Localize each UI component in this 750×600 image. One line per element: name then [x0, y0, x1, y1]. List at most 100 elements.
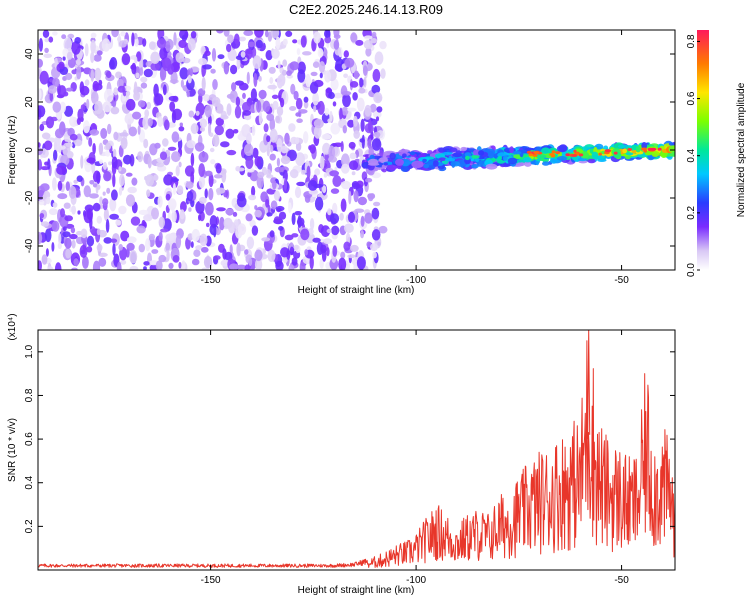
spectrogram-cell [184, 31, 189, 39]
spectrogram-cell [67, 33, 75, 39]
spectrogram-cell [138, 243, 145, 253]
spectrogram-cell [62, 231, 71, 238]
spectrogram-cell [68, 185, 77, 199]
spectrogram-cell [275, 115, 280, 124]
spectrogram-cell [205, 202, 214, 216]
spectrogram-cell [151, 249, 159, 254]
spectrogram-cell [432, 160, 439, 167]
spectrogram-cell [187, 38, 196, 51]
spectrogram-cell [195, 245, 203, 251]
spectrogram-cell [212, 79, 218, 90]
spectrogram-cell [323, 238, 333, 245]
spectrogram-cell [282, 69, 287, 76]
spectrogram-cell [309, 218, 315, 230]
spectrogram-cell [96, 243, 103, 252]
spectrogram-cell [324, 36, 332, 44]
spectrogram-cell [73, 258, 79, 267]
spectrogram-cell [126, 236, 137, 244]
spectrogram-cell [90, 69, 95, 82]
spectrogram-cell [142, 115, 150, 130]
spectrogram-cell [38, 68, 41, 77]
spectrogram-cell [348, 190, 352, 205]
spectrogram-cell [199, 126, 205, 132]
spectrogram-cell [136, 225, 146, 234]
x-tick-label: -100 [406, 275, 426, 286]
spectrogram-cell [143, 68, 153, 78]
colorbar: 0.0 0.2 0.4 0.6 0.8 Normalized spectral ampl… [686, 30, 747, 277]
spectrogram-cell [125, 98, 136, 111]
spectrogram-cell [328, 145, 336, 160]
spectrogram-cell [204, 50, 211, 56]
spectrogram-cell [149, 41, 156, 50]
spectrogram-cell [215, 117, 224, 127]
spectrogram-cell [254, 209, 262, 218]
spectrogram-cell [179, 67, 189, 80]
spectrogram-cell [64, 215, 73, 222]
spectrogram-cell [269, 77, 274, 84]
spectrogram-cell [314, 168, 321, 176]
spectrogram-cell [102, 191, 106, 196]
spectrogram-cell [137, 100, 146, 108]
spectrogram-peak [573, 149, 577, 153]
spectrogram-cell [120, 259, 127, 265]
spectrogram-cell [58, 233, 62, 245]
spectrogram-cell [246, 133, 252, 145]
spectrogram-cell [355, 39, 364, 46]
spectrogram-cell [178, 126, 185, 132]
spectrogram-cell [154, 142, 161, 149]
spectrogram-cell [208, 187, 214, 201]
spectrogram-cell [341, 91, 352, 96]
spectrogram-cell [143, 214, 153, 222]
spectrogram-cell [292, 39, 298, 44]
snr-ticks: -150 -100 -50 0.2 0.4 0.6 0.8 1.0 [24, 330, 675, 586]
spectrogram-cell [92, 143, 96, 155]
spectrogram-cell [51, 242, 55, 252]
spectrogram-cell [91, 91, 99, 105]
spectrogram-cell [125, 90, 131, 97]
spectrogram-cell [368, 162, 380, 166]
y-tick-label: -40 [24, 238, 35, 253]
spectrogram-cell [291, 257, 298, 266]
spectrogram-cell [149, 264, 158, 270]
x-tick-label: -50 [614, 275, 629, 286]
y-tick-label: -20 [24, 190, 35, 205]
spectrogram-cell [254, 30, 264, 38]
spectrogram-cell [258, 75, 262, 82]
spectrogram-cell [165, 242, 170, 252]
spectrogram-cell [320, 244, 327, 254]
spectrogram-cell [76, 230, 83, 236]
spectrogram-cell [190, 152, 195, 167]
spectrogram-peak [533, 151, 540, 155]
spectrogram-cell [306, 165, 311, 179]
spectrogram-cell [213, 255, 221, 260]
spectrogram-cell [284, 132, 290, 145]
spectrogram-cell [317, 100, 325, 115]
spectrogram-cell [39, 213, 45, 219]
spectrogram-cell [438, 157, 447, 161]
spectrogram-cell [302, 51, 312, 56]
spectrogram-cell [370, 130, 374, 141]
spectrogram-cell [52, 77, 60, 87]
spectrogram-cell [245, 156, 254, 169]
spectrogram-cell [280, 97, 285, 108]
spectrogram-cell [280, 145, 289, 154]
spectrogram-cell [309, 255, 314, 270]
spectrogram-cell [134, 37, 139, 47]
spectrogram-cell [349, 152, 357, 160]
spectrogram-cell [120, 137, 128, 150]
spectrogram-ticks: -150 -100 -50 -40 -20 0 20 40 [24, 30, 675, 286]
spectrogram-cell [204, 188, 208, 199]
spectrogram-cell [245, 213, 253, 222]
spectrogram-cell [88, 137, 93, 147]
spectrogram-cell [255, 39, 263, 49]
spectrogram-cell [284, 234, 294, 241]
spectrogram-cell [351, 171, 356, 176]
spectrogram-cell [63, 37, 73, 52]
spectrogram-cell [156, 38, 167, 49]
spectrogram-cell [202, 64, 212, 70]
spectrogram-cell [235, 167, 245, 172]
spectrogram-cell [164, 119, 170, 131]
spectrogram-cell [344, 223, 354, 233]
spectrogram-cell [352, 92, 358, 101]
